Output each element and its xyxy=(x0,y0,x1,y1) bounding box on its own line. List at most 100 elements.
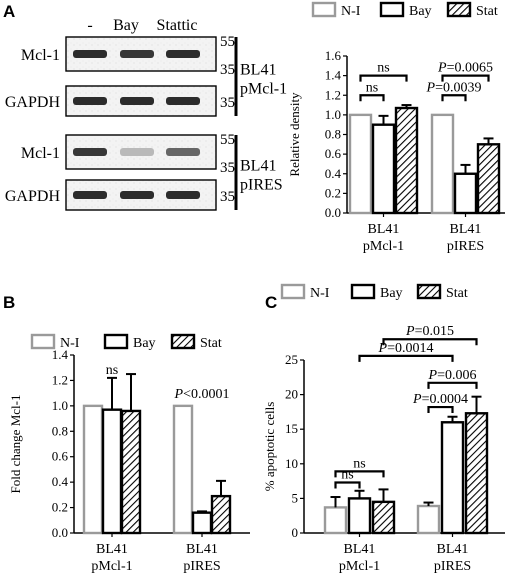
x-category-label: BL41 xyxy=(450,222,482,237)
bar-bay xyxy=(347,497,372,535)
significance-label: ns xyxy=(353,456,365,471)
p-value: =0.006 xyxy=(437,368,476,383)
blot-group-name: BL41 xyxy=(240,158,276,175)
significance-bracket xyxy=(427,405,454,414)
p-symbol: P xyxy=(426,80,436,95)
bar-bay xyxy=(371,123,396,215)
bar-stat xyxy=(476,143,501,215)
lane-label-untreated: - xyxy=(87,17,92,34)
p-value: =0.0065 xyxy=(447,61,493,76)
chart-fold-change: N-I Bay Stat 0.0 0.2 0.4 0.6 0.8 1.0 1.2 1.4 Fold c… xyxy=(8,333,250,574)
blot-row-label: Mcl-1 xyxy=(21,47,60,64)
x-category-sublabel: pMcl-1 xyxy=(363,239,404,254)
bar-bay xyxy=(191,511,213,535)
blot-row-label: GAPDH xyxy=(5,188,61,205)
blot-group-sub: pIRES xyxy=(240,177,283,194)
blot-band xyxy=(73,148,107,156)
significance-bracket xyxy=(427,381,478,389)
significance-bracket xyxy=(334,470,385,478)
y-axis-label: Fold change Mcl-1 xyxy=(8,395,23,494)
significance-label: P=0.0014 xyxy=(378,341,434,356)
blot-band xyxy=(120,191,154,199)
x-category-label: BL41 xyxy=(96,542,128,557)
significance-label: P<0.0001 xyxy=(174,387,230,402)
y-tick-label: 0.8 xyxy=(52,423,68,438)
x-category-sublabel: pIRES xyxy=(183,559,220,574)
p-value: =0.0004 xyxy=(422,392,468,407)
bar-ni xyxy=(430,113,455,215)
y-tick-label: 0.0 xyxy=(325,205,341,220)
blot-band xyxy=(120,50,154,58)
legend-label: Stat xyxy=(476,4,498,19)
p-value: =0.0039 xyxy=(435,80,481,95)
y-tick-label: 1.4 xyxy=(52,347,69,362)
chart-relative-density: N-I Bay Stat 0.0 0.2 0.4 0.6 0.8 1.0 1.2 1.4 1.6 Rel… xyxy=(287,1,505,254)
blot-group-name: BL41 xyxy=(240,62,276,79)
marker-35: 35 xyxy=(220,189,235,205)
x-category-label: BL41 xyxy=(368,222,400,237)
blot-band xyxy=(73,191,107,199)
x-category-sublabel: pIRES xyxy=(447,239,484,254)
p-symbol: P xyxy=(378,341,388,356)
y-axis-label: % apoptotic cells xyxy=(262,402,277,492)
p-value: =0.0014 xyxy=(387,341,433,356)
y-tick-label: 15 xyxy=(285,421,298,436)
x-category-sublabel: pMcl-1 xyxy=(91,559,132,574)
legend-label: Stat xyxy=(446,286,468,301)
y-tick-label: 20 xyxy=(285,387,298,402)
legend-label: Bay xyxy=(133,336,156,351)
bar-stat xyxy=(464,412,489,535)
marker-35: 35 xyxy=(220,95,235,111)
legend-swatch xyxy=(30,333,56,350)
lane-label-bay: Bay xyxy=(113,17,139,34)
significance-bracket xyxy=(358,354,454,362)
y-tick-label: 0.4 xyxy=(52,474,69,489)
legend-swatch xyxy=(311,1,337,18)
y-tick-label: 1.0 xyxy=(52,398,68,413)
p-symbol: P xyxy=(405,324,415,339)
legend-label: Bay xyxy=(380,286,403,301)
y-tick-label: 0.2 xyxy=(325,185,341,200)
marker-55: 55 xyxy=(220,34,235,50)
y-tick-label: 0.2 xyxy=(52,500,68,515)
lane-label-stattic: Stattic xyxy=(157,17,198,34)
y-tick-label: 1.0 xyxy=(325,107,341,122)
blot-band xyxy=(73,50,107,58)
y-tick-label: 5 xyxy=(292,490,299,505)
y-tick-label: 0.0 xyxy=(52,525,68,540)
bar-bay xyxy=(101,408,123,535)
legend-swatch xyxy=(103,333,129,350)
blot-band xyxy=(166,148,200,156)
bar-stat xyxy=(394,106,419,215)
bar-ni xyxy=(323,506,348,535)
marker-35: 35 xyxy=(220,62,235,78)
legend-label: N-I xyxy=(60,336,80,351)
bar-stat xyxy=(120,409,142,535)
legend-swatch xyxy=(280,283,306,300)
legend-swatch xyxy=(416,283,442,300)
x-category-sublabel: pMcl-1 xyxy=(339,559,380,574)
blot-band xyxy=(166,50,200,58)
significance-bracket xyxy=(359,74,408,82)
blot-band xyxy=(120,148,154,156)
legend-label: Bay xyxy=(409,4,432,19)
x-category-sublabel: pIRES xyxy=(434,559,471,574)
significance-bracket xyxy=(441,74,490,82)
bar-ni xyxy=(172,404,194,535)
bar-stat xyxy=(371,500,396,535)
blot-group-sub: pMcl-1 xyxy=(240,81,287,98)
y-tick-label: 0 xyxy=(292,525,299,540)
blot-row-label: Mcl-1 xyxy=(21,145,60,162)
x-category-label: BL41 xyxy=(344,542,376,557)
p-symbol: P xyxy=(412,392,422,407)
marker-55: 55 xyxy=(220,132,235,148)
p-value: <0.0001 xyxy=(183,387,229,402)
y-tick-label: 1.2 xyxy=(325,87,341,102)
significance-label: ns xyxy=(106,363,118,378)
p-symbol: P xyxy=(428,368,438,383)
significance-label: P=0.0039 xyxy=(426,80,482,95)
legend-label: N-I xyxy=(341,4,361,19)
significance-bracket xyxy=(382,338,478,346)
y-tick-label: 10 xyxy=(285,456,298,471)
significance-label: ns xyxy=(366,80,378,95)
